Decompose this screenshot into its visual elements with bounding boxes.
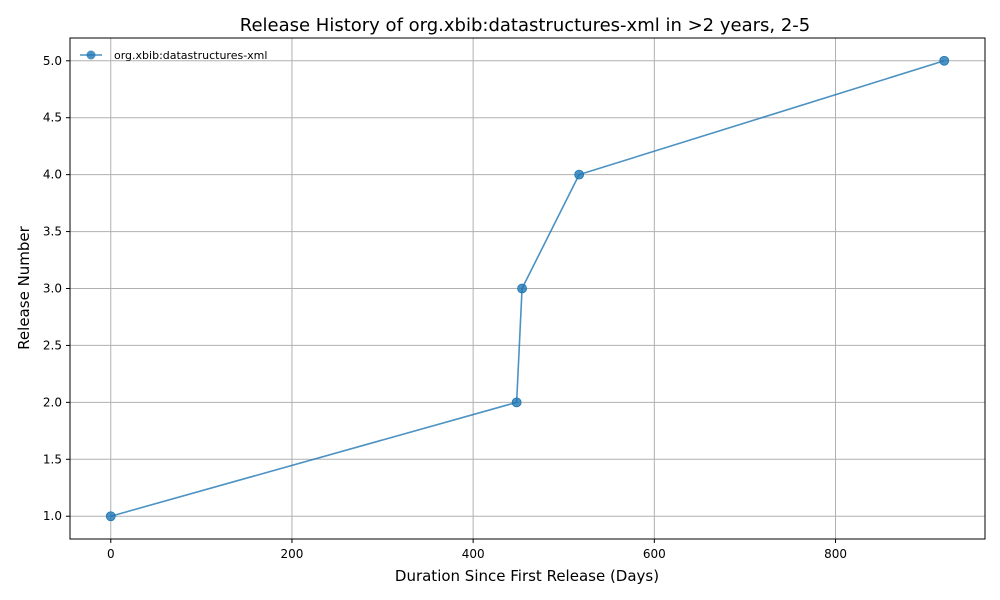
grid — [70, 38, 985, 539]
series-layer — [105, 55, 950, 522]
x-tick-label: 200 — [281, 547, 304, 561]
y-tick-label: 2.5 — [43, 338, 62, 352]
y-tick-label: 4.0 — [43, 168, 62, 182]
legend-label: org.xbib:datastructures-xml — [114, 49, 267, 62]
y-axis-label: Release Number — [15, 225, 33, 349]
x-tick-label: 800 — [824, 547, 847, 561]
y-tick-label: 1.5 — [43, 452, 62, 466]
data-point — [511, 397, 522, 408]
legend: org.xbib:datastructures-xml — [80, 49, 267, 62]
data-point — [517, 283, 527, 294]
x-axis-ticks: 0 200 400 600 800 — [107, 539, 847, 561]
y-tick-label: 4.5 — [43, 111, 62, 125]
y-tick-label: 5.0 — [43, 54, 62, 68]
data-point — [939, 55, 950, 66]
chart-title: Release History of org.xbib:datastructur… — [240, 15, 810, 36]
y-tick-label: 3.5 — [43, 225, 62, 239]
y-tick-label: 1.0 — [43, 509, 62, 523]
x-tick-label: 400 — [462, 547, 485, 561]
x-tick-label: 600 — [643, 547, 666, 561]
y-axis-ticks: 1.0 1.5 2.0 2.5 3.0 3.5 4.0 4.5 5.0 — [43, 54, 70, 523]
y-tick-label: 3.0 — [43, 282, 62, 296]
x-axis-label: Duration Since First Release (Days) — [395, 567, 659, 585]
y-tick-label: 2.0 — [43, 395, 62, 409]
data-point — [574, 169, 585, 180]
legend-marker — [86, 50, 96, 60]
x-tick-label: 0 — [107, 547, 115, 561]
data-point — [105, 511, 116, 522]
